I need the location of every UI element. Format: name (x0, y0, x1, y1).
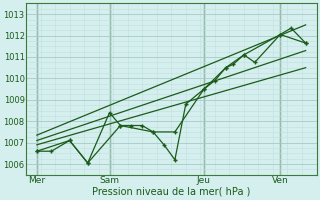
X-axis label: Pression niveau de la mer( hPa ): Pression niveau de la mer( hPa ) (92, 187, 251, 197)
